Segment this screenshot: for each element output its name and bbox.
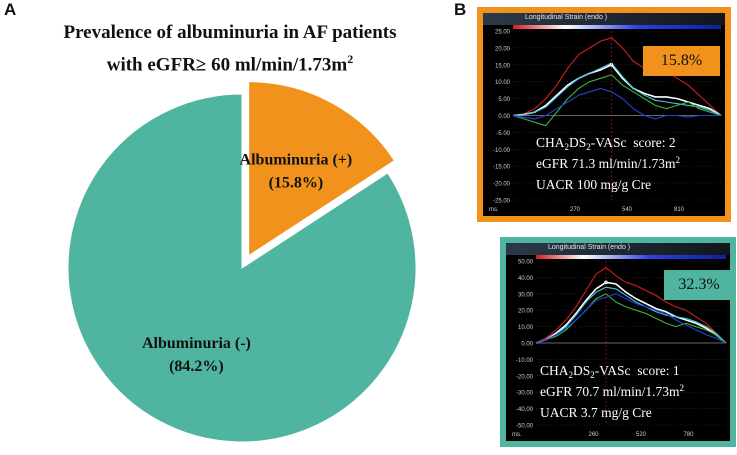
score-suffix: -VASc score: 2: [590, 135, 676, 150]
strain-x-tick-label: 260: [588, 432, 599, 438]
strain-curve-red: [535, 266, 727, 344]
strain-y-tick-label: 5.00: [498, 97, 510, 103]
strain-y-tick-label: 10.00: [495, 80, 511, 86]
strain-y-tick-label: 25.00: [495, 30, 511, 36]
score-sub2: 2: [586, 142, 591, 152]
uacr-value: UACR 100 mg/g Cre: [536, 177, 652, 192]
strain-x-tick-label: 540: [622, 207, 633, 213]
pie-slice-value-label: (15.8%): [269, 174, 324, 191]
patient-info: CHA2DS2-VASc score: 2 eGFR 71.3 ml/min/1…: [536, 133, 680, 195]
score-prefix: CHA: [540, 363, 569, 378]
strain-y-tick-label: -15.00: [493, 165, 511, 171]
panel-label-b: B: [454, 0, 467, 19]
score-mid: DS: [569, 135, 587, 150]
egfr-value: eGFR 70.7 ml/min/1.73m2: [540, 382, 684, 403]
egfr-value: eGFR 71.3 ml/min/1.73m2: [536, 154, 680, 175]
strain-line-chart: 50.00 40.00 30.00 20.00 10.00 0.00 -10.00 -20.0…: [512, 255, 727, 438]
strain-header-bar: Longitudinal Strain (endo ): [506, 243, 730, 255]
score-prefix: CHA: [536, 135, 565, 150]
strain-line-chart: 25.00 20.00 15.00 10.00 5.00 0.00 -5.00 -10.00 -…: [489, 25, 722, 213]
strain-curve-blue: [535, 293, 727, 344]
strain-curve-blue: [512, 87, 721, 120]
strain-x-tick-label: 520: [636, 432, 647, 438]
strain-x-tick-label: 780: [683, 432, 694, 438]
prevalence-badge: 15.8%: [643, 46, 720, 76]
pie-slice-albuminuria-negative: [67, 93, 417, 443]
pie-title-line2-text: with eGFR≥ 60 ml/min/1.73m: [106, 54, 348, 76]
strain-panel-albuminuria-positive: 25.00 20.00 15.00 10.00 5.00 0.00 -5.00 -10.00 -…: [477, 7, 731, 222]
strain-curve-white: [512, 63, 722, 117]
strain-y-tick-label: -10.00: [493, 148, 511, 154]
strain-y-tick-label: -25.00: [493, 199, 511, 205]
strain-y-tick-label: 50.00: [518, 260, 534, 266]
cha2ds2vasc-score: CHA2DS2-VASc score: 1: [540, 361, 684, 382]
strain-y-tick-label: 20.00: [518, 309, 534, 315]
egfr-text: eGFR 70.7 ml/min/1.73m: [540, 384, 680, 399]
pie-slice-label: Albuminuria (+): [240, 151, 353, 168]
strain-color-bar: [536, 255, 726, 259]
pie-slice-albuminuria-positive: [248, 81, 396, 257]
pie-slice-label: Albuminuria (-): [142, 335, 251, 352]
pie-chart: Albuminuria (+) (15.8%) Albuminuria (-) (84…: [67, 81, 417, 443]
strain-y-tick-label: 10.00: [518, 325, 534, 331]
strain-color-bar: [513, 25, 721, 29]
score-sub1: 2: [564, 142, 570, 152]
cha2ds2vasc-score: CHA2DS2-VASc score: 2: [536, 133, 680, 154]
strain-curve-cyan: [535, 286, 727, 344]
strain-y-tick-label: -20.00: [493, 182, 511, 188]
pie-slice-value-label: (84.2%): [169, 358, 224, 375]
strain-curve-red: [512, 37, 722, 117]
strain-curve-green: [535, 293, 727, 344]
strain-y-tick-label: 0.00: [521, 342, 533, 348]
panel-label-a: A: [4, 0, 17, 19]
strain-curve-green: [512, 74, 722, 127]
strain-y-tick-label: 20.00: [495, 46, 511, 52]
uacr-value: UACR 3.7 mg/g Cre: [540, 405, 652, 420]
pie-title-line2: with eGFR≥ 60 ml/min/1.73m2: [20, 46, 440, 78]
strain-y-tick-label: 15.00: [495, 63, 511, 69]
strain-y-tick-label: 30.00: [518, 292, 534, 298]
strain-y-tick-label: -10.00: [516, 358, 534, 364]
strain-curve-cyan: [512, 62, 722, 117]
egfr-sup: 2: [679, 383, 685, 393]
strain-y-tick-label: -20.00: [516, 374, 534, 380]
strain-x-tick-label: 270: [570, 207, 581, 213]
strain-header-label: Longitudinal Strain (endo ): [525, 14, 608, 21]
strain-y-tick-label: -30.00: [516, 391, 534, 397]
egfr-text: eGFR 71.3 ml/min/1.73m: [536, 156, 676, 171]
score-mid: DS: [573, 363, 591, 378]
strain-y-tick-label: 40.00: [518, 276, 534, 282]
strain-y-tick-label: -40.00: [516, 407, 534, 413]
strain-plot-area: 25.00 20.00 15.00 10.00 5.00 0.00 -5.00 -10.00 -…: [483, 13, 725, 216]
score-sub2: 2: [590, 370, 595, 380]
strain-x-tick-label: ms.: [512, 432, 522, 438]
score-sub1: 2: [568, 370, 574, 380]
strain-y-tick-label: -5.00: [496, 131, 510, 137]
prevalence-badge: 32.3%: [664, 270, 730, 300]
strain-x-tick-label: 810: [674, 207, 685, 213]
strain-panel-albuminuria-negative: 50.00 40.00 30.00 20.00 10.00 0.00 -10.00 -20.0…: [500, 237, 736, 447]
strain-plot-area: 50.00 40.00 30.00 20.00 10.00 0.00 -10.00 -20.0…: [506, 243, 730, 441]
strain-y-tick-label: -50.00: [516, 424, 534, 430]
strain-header-bar: Longitudinal Strain (endo ): [483, 13, 725, 25]
pie-title-line2-sup: 2: [347, 52, 354, 66]
strain-x-tick-label: ms.: [489, 207, 499, 213]
patient-info: CHA2DS2-VASc score: 1 eGFR 70.7 ml/min/1…: [540, 361, 684, 423]
strain-curve-white: [535, 281, 727, 344]
egfr-sup: 2: [675, 155, 681, 165]
score-suffix: -VASc score: 1: [594, 363, 680, 378]
pie-title-line1: Prevalence of albuminuria in AF patients: [63, 22, 397, 43]
strain-header-label: Longitudinal Strain (endo ): [548, 244, 631, 251]
strain-y-tick-label: 0.00: [498, 114, 510, 120]
